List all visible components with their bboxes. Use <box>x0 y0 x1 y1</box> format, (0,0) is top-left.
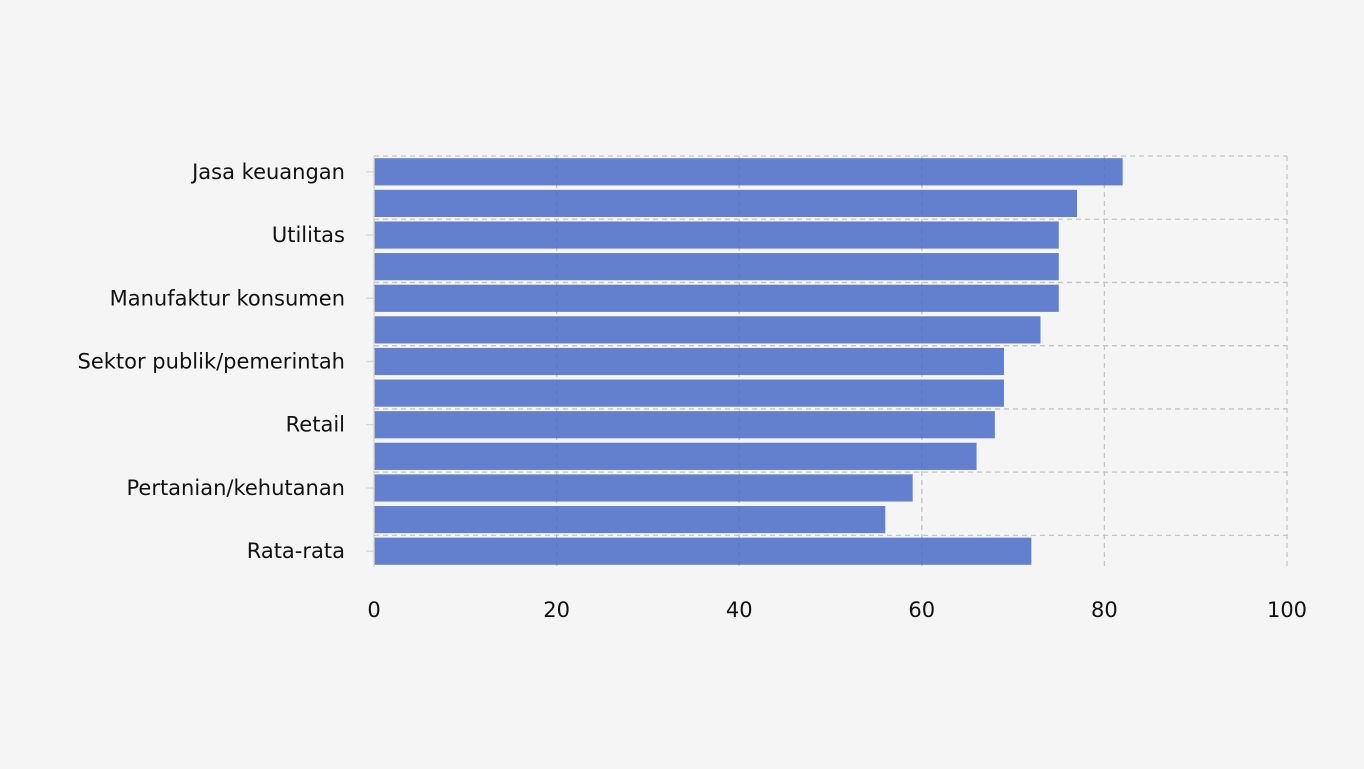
category-label-10: Pertanian/kehutanan <box>126 476 345 500</box>
bar-11 <box>374 505 886 534</box>
x-tick-label-2: 40 <box>726 598 753 622</box>
category-label-12: Rata-rata <box>247 539 345 563</box>
bar-10 <box>374 474 913 502</box>
x-tick-label-5: 100 <box>1267 598 1307 622</box>
bar-12 <box>374 537 1032 565</box>
x-tick-label-0: 0 <box>367 598 380 622</box>
bar-6 <box>374 347 1004 376</box>
bar-7 <box>374 379 1004 407</box>
tick-layer: 0 20 40 60 80 100 <box>367 156 1307 622</box>
bar-8 <box>374 411 995 439</box>
category-label-4: Manufaktur konsumen <box>110 286 345 310</box>
x-tick-label-4: 80 <box>1091 598 1118 622</box>
category-label-6: Sektor publik/pemerintah <box>78 350 346 374</box>
bar-1 <box>374 189 1078 218</box>
category-label-2: Utilitas <box>272 223 345 247</box>
bar-9 <box>374 442 977 470</box>
bar-0 <box>374 158 1123 186</box>
bar-4 <box>374 284 1059 312</box>
label-layer: Jasa keuangan Utilitas Manufaktur konsumen… <box>78 160 374 563</box>
category-label-8: Retail <box>286 413 345 437</box>
bar-3 <box>374 253 1059 281</box>
bar-2 <box>374 221 1059 249</box>
bar-5 <box>374 316 1041 344</box>
x-tick-label-1: 20 <box>543 598 570 622</box>
category-label-0: Jasa keuangan <box>190 160 345 184</box>
bar-layer <box>374 158 1123 565</box>
x-tick-label-3: 60 <box>908 598 935 622</box>
